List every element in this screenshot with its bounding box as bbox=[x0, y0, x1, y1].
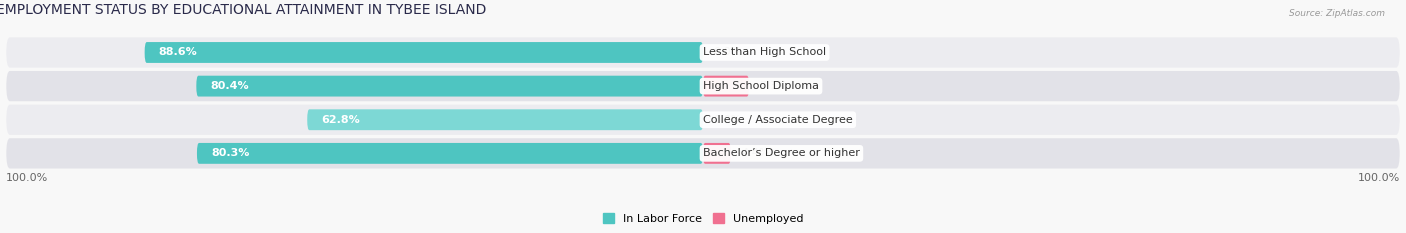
FancyBboxPatch shape bbox=[703, 143, 731, 164]
Text: 100.0%: 100.0% bbox=[6, 173, 49, 183]
Text: Less than High School: Less than High School bbox=[703, 48, 827, 58]
FancyBboxPatch shape bbox=[197, 143, 703, 164]
Text: 80.3%: 80.3% bbox=[211, 148, 249, 158]
Text: 7.3%: 7.3% bbox=[759, 81, 787, 91]
Text: EMPLOYMENT STATUS BY EDUCATIONAL ATTAINMENT IN TYBEE ISLAND: EMPLOYMENT STATUS BY EDUCATIONAL ATTAINM… bbox=[0, 3, 486, 17]
Text: College / Associate Degree: College / Associate Degree bbox=[703, 115, 853, 125]
Text: 88.6%: 88.6% bbox=[159, 48, 197, 58]
Text: 100.0%: 100.0% bbox=[1357, 173, 1400, 183]
FancyBboxPatch shape bbox=[6, 37, 1400, 68]
Text: 0.0%: 0.0% bbox=[713, 115, 742, 125]
FancyBboxPatch shape bbox=[6, 105, 1400, 135]
FancyBboxPatch shape bbox=[6, 71, 1400, 101]
Text: Bachelor’s Degree or higher: Bachelor’s Degree or higher bbox=[703, 148, 860, 158]
Legend: In Labor Force, Unemployed: In Labor Force, Unemployed bbox=[603, 213, 803, 224]
Text: 62.8%: 62.8% bbox=[321, 115, 360, 125]
Text: 0.0%: 0.0% bbox=[713, 48, 742, 58]
Text: 80.4%: 80.4% bbox=[211, 81, 249, 91]
FancyBboxPatch shape bbox=[145, 42, 703, 63]
Text: High School Diploma: High School Diploma bbox=[703, 81, 820, 91]
FancyBboxPatch shape bbox=[6, 138, 1400, 168]
Text: Source: ZipAtlas.com: Source: ZipAtlas.com bbox=[1289, 9, 1385, 18]
Text: 4.4%: 4.4% bbox=[741, 148, 769, 158]
FancyBboxPatch shape bbox=[197, 76, 703, 96]
FancyBboxPatch shape bbox=[308, 109, 703, 130]
FancyBboxPatch shape bbox=[703, 76, 749, 96]
